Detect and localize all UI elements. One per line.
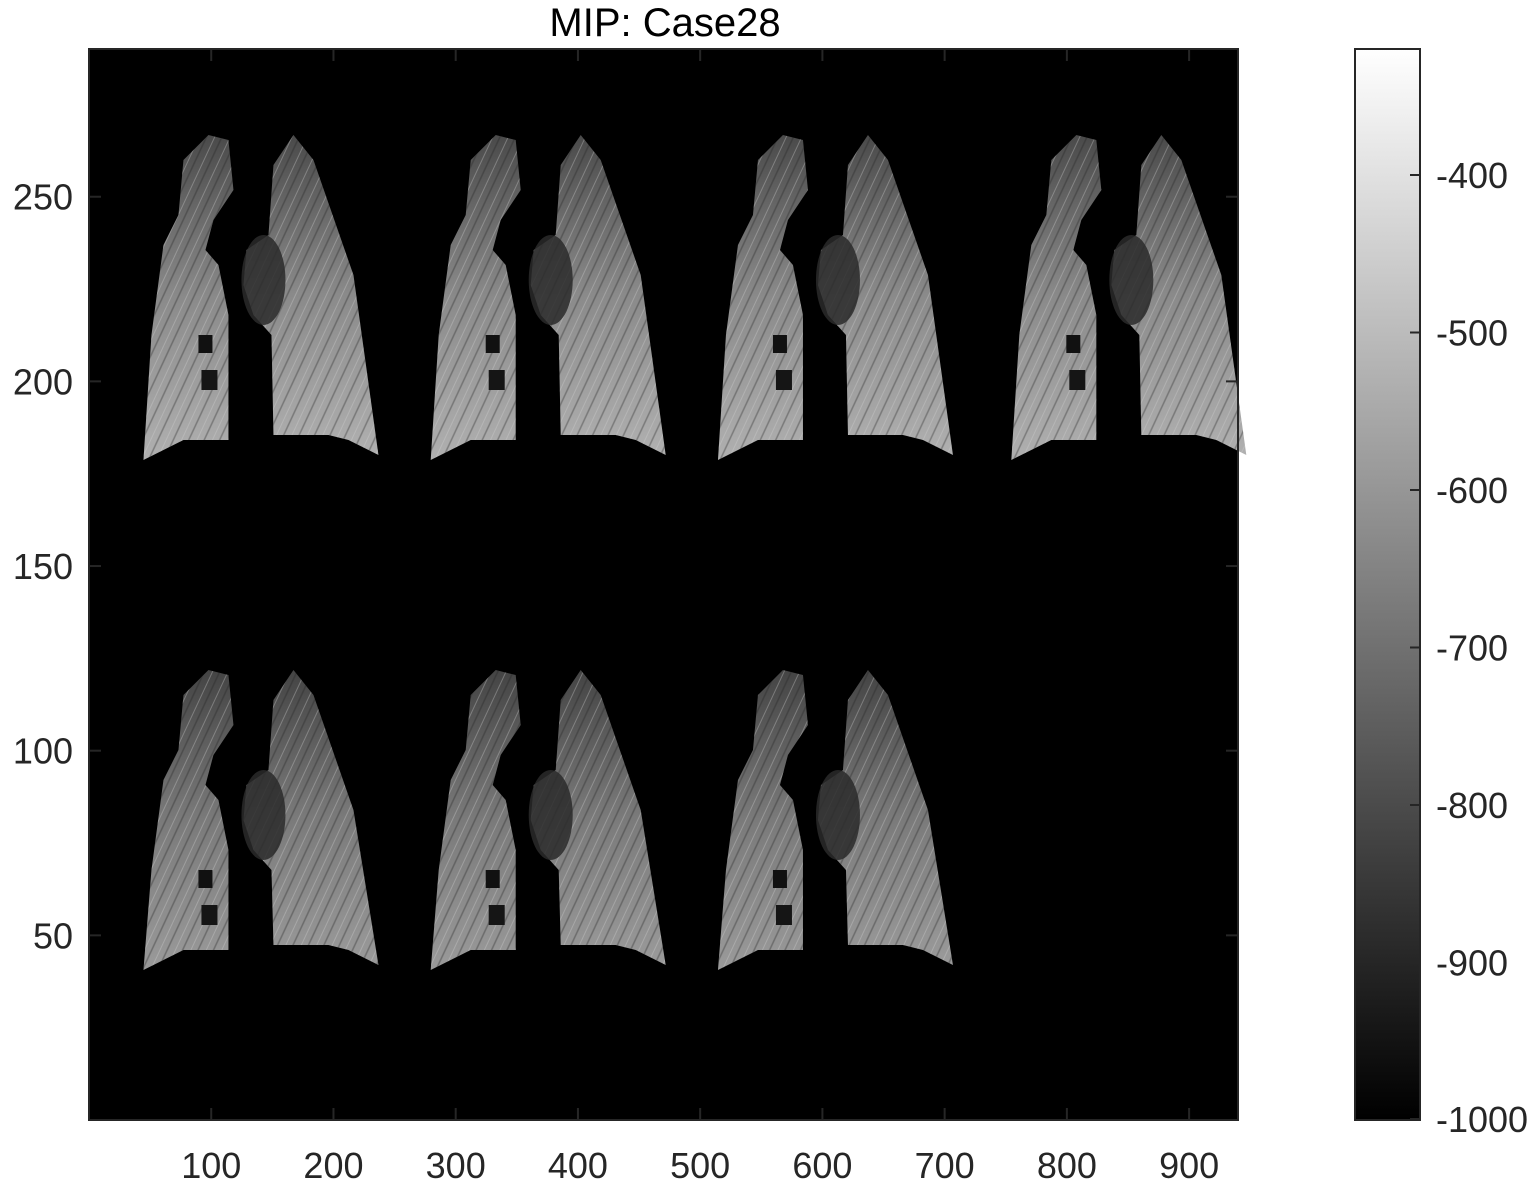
left-lung-texture [430,670,521,970]
x-tick-label: 700 [915,1145,975,1183]
x-tick-label: 500 [670,1145,730,1183]
x-axis-ticks: 100 200 300 400 500 600 700 800 900 [181,49,1219,1183]
axes-frame [88,48,1239,1121]
heart-shadow [815,235,860,325]
x-tick-label: 800 [1037,1145,1097,1183]
x-tick-label: 300 [426,1145,486,1183]
left-lung-texture [717,670,808,970]
x-tick-label: 100 [181,1145,241,1183]
vessel-mark [201,905,218,925]
lung-panel [143,135,379,460]
right-lung-texture [817,670,953,965]
x-tick-label: 900 [1159,1145,1219,1183]
colorbar-tick-label: -700 [1436,628,1508,669]
heart-shadow [815,770,860,860]
right-lung-texture [1111,135,1247,455]
colorbar-tick-label: -500 [1436,313,1508,354]
colorbar-tick-label: -400 [1436,155,1508,196]
y-tick-label: 100 [13,731,73,772]
lung-panel [143,670,379,970]
lung-panel [430,670,666,970]
lung-panel [430,135,666,460]
heart-shadow [528,770,573,860]
vessel-mark [775,905,792,925]
y-tick-label: 250 [13,177,73,218]
vessel-mark [198,335,213,353]
vessel-mark [198,870,213,888]
lung-panels [143,135,1247,970]
colorbar-tick-label: -900 [1436,943,1508,984]
right-lung-texture [243,135,379,455]
vessel-mark [1066,335,1081,353]
colorbar [1354,48,1421,1121]
figure-title: MIP: Case28 [549,1,781,45]
heart-shadow [241,235,286,325]
x-tick-label: 600 [792,1145,852,1183]
right-lung-texture [530,135,666,455]
colorbar-tick-label: -600 [1436,470,1508,511]
heart-shadow [528,235,573,325]
right-lung-texture [243,670,379,965]
y-tick-label: 200 [13,361,73,402]
vessel-mark [772,335,787,353]
vessel-mark [488,905,505,925]
y-tick-label: 50 [33,915,73,956]
vessel-mark [775,370,792,390]
colorbar-tick-label: -800 [1436,785,1508,826]
vessel-mark [485,335,500,353]
y-axis-ticks: 50 100 150 200 250 [13,177,1238,956]
x-tick-label: 200 [303,1145,363,1183]
right-lung-texture [530,670,666,965]
y-tick-label: 150 [13,546,73,587]
right-lung-texture [817,135,953,455]
lung-panel [717,670,953,970]
left-lung-texture [143,670,234,970]
vessel-mark [201,370,218,390]
lung-panel [717,135,953,460]
heart-shadow [1109,235,1154,325]
x-tick-label: 400 [548,1145,608,1183]
vessel-mark [1069,370,1086,390]
vessel-mark [485,870,500,888]
vessel-mark [488,370,505,390]
vessel-mark [772,870,787,888]
heart-shadow [241,770,286,860]
lung-panel [1011,135,1247,460]
colorbar-tick-label: -1000 [1436,1099,1528,1140]
colorbar-ticks: -400 -500 -600 -700 -800 -900 -1000 [1410,155,1528,1140]
